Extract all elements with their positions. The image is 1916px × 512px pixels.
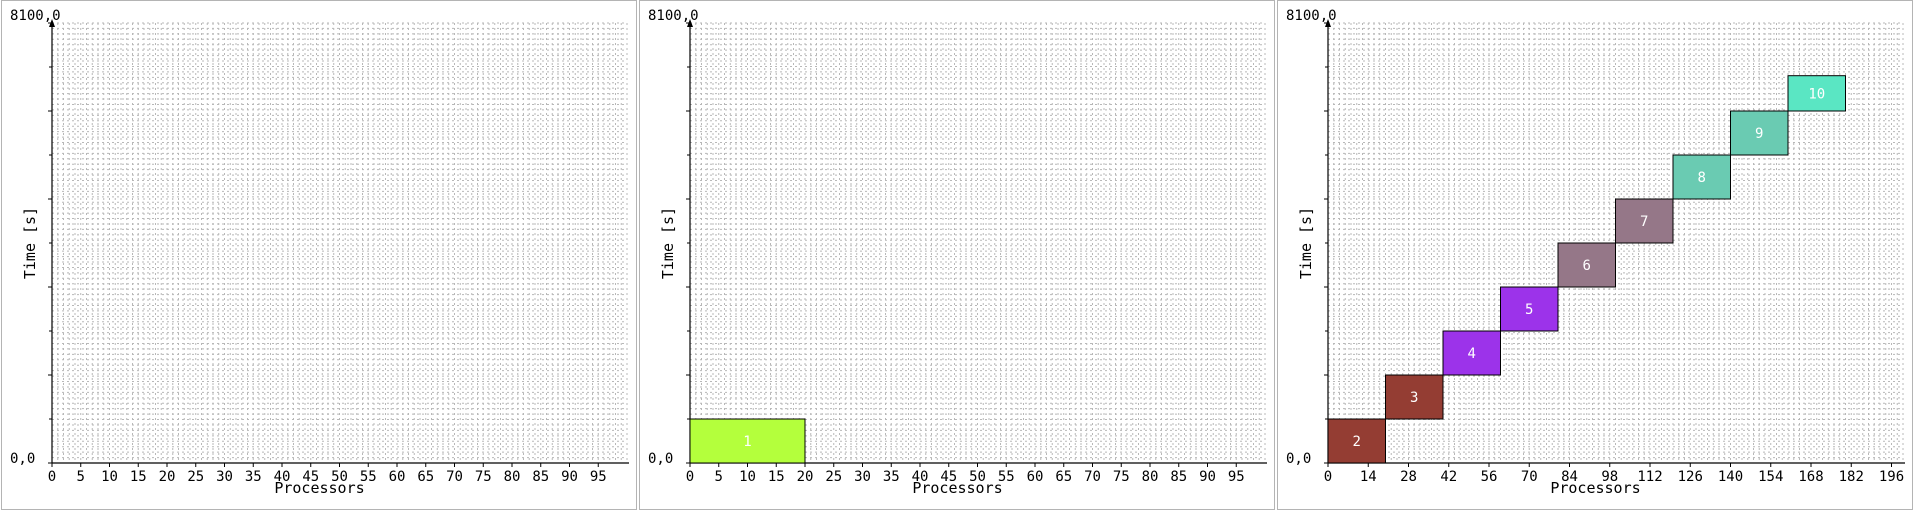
y-axis-title: Time [s] [659,207,677,279]
x-tick-label: 5 [715,469,723,485]
job-label: 2 [1353,434,1361,450]
x-tick-label: 28 [1400,469,1417,485]
x-tick-label: 56 [1481,469,1498,485]
x-axis-title: Processors [1550,479,1640,497]
y-max-label: 8100,0 [10,8,61,24]
job-rect [689,418,806,464]
job-label: 6 [1583,258,1591,274]
y-axis-title: Time [s] [21,207,39,279]
x-tick-label: 15 [768,469,785,485]
job-label: 3 [1410,390,1418,406]
job-rect [1672,154,1731,200]
x-tick-label: 90 [561,469,578,485]
x-tick-label: 70 [1521,469,1538,485]
y-max-label: 8100,0 [1286,8,1337,24]
x-tick-label: 42 [1440,469,1457,485]
x-tick-label: 65 [1055,469,1072,485]
x-axis-title: Processors [912,479,1002,497]
x-tick-label: 126 [1678,469,1703,485]
grid [52,22,628,463]
x-tick-label: 196 [1879,469,1904,485]
job-label: 4 [1468,346,1476,362]
x-tick-label: 98 [1601,469,1618,485]
x-tick-label: 30 [854,469,871,485]
x-tick-label: 50 [969,469,986,485]
x-tick-label: 75 [1113,469,1130,485]
job-rect [1787,75,1846,112]
x-tick-label: 85 [1170,469,1187,485]
x-tick-label: 45 [940,469,957,485]
job-label: 8 [1698,170,1706,186]
x-tick-label: 85 [532,469,549,485]
x-tick-label: 20 [159,469,176,485]
y-min-label: 0,0 [648,451,673,467]
job-label: 9 [1755,126,1763,142]
x-tick-label: 60 [1027,469,1044,485]
x-tick-label: 70 [1084,469,1101,485]
x-tick-label: 80 [504,469,521,485]
x-tick-label: 95 [590,469,607,485]
job-rect [1557,242,1616,288]
job-rect [1385,374,1444,420]
chart-panel-1: 0 5 10 15 20 25 30 35 40 45 50 55 60 65 70 75 80 85 90 95 81… [1,0,637,510]
x-axis-title: Processors [274,479,364,497]
x-tick-label: 75 [475,469,492,485]
x-tick-label: 80 [1142,469,1159,485]
x-tick-label: 140 [1718,469,1743,485]
job-label: 1 [743,434,751,450]
y-min-label: 0,0 [1286,451,1311,467]
x-tick-label: 182 [1839,469,1864,485]
x-tick-label: 0 [48,469,56,485]
x-tick-label: 14 [1360,469,1377,485]
job-rect [1327,418,1386,464]
chart-svg-2: 0 5 10 15 20 25 30 35 40 45 50 55 60 65 70 75 80 85 90 95 81… [648,8,1267,497]
chart-svg-1: 0 5 10 15 20 25 30 35 40 45 50 55 60 65 70 75 80 85 90 95 81… [10,8,629,497]
job-label: 7 [1640,214,1648,230]
y-min-label: 0,0 [10,451,35,467]
chart-svg-3: 0 14 28 42 56 70 84 98 112 126 140 154 168 182 1968100… [1286,8,1905,497]
y-max-label: 8100,0 [648,8,699,24]
x-tick-label: 168 [1798,469,1823,485]
job-rect [1442,330,1501,376]
x-tick-label: 50 [331,469,348,485]
x-tick-label: 60 [389,469,406,485]
x-tick-label: 35 [883,469,900,485]
x-tick-label: 35 [245,469,262,485]
job-rect [1730,110,1789,156]
job-label: 10 [1808,86,1825,102]
chart-panel-3: 0 14 28 42 56 70 84 98 112 126 140 154 168 182 196 8100… [1277,0,1913,510]
x-tick-label: 0 [686,469,694,485]
x-tick-label: 25 [187,469,204,485]
job-label: 5 [1525,302,1533,318]
x-tick-label: 10 [101,469,118,485]
x-tick-label: 15 [130,469,147,485]
x-tick-label: 45 [302,469,319,485]
x-tick-label: 84 [1561,469,1578,485]
x-tick-label: 30 [216,469,233,485]
x-tick-label: 65 [417,469,434,485]
x-tick-label: 20 [797,469,814,485]
chart-panel-2: 0 5 10 15 20 25 30 35 40 45 50 55 60 65 70 75 80 85 90 95 81… [639,0,1275,510]
x-tick-label: 5 [77,469,85,485]
x-tick-label: 90 [1199,469,1216,485]
x-tick-label: 70 [446,469,463,485]
job-rect [1615,198,1674,244]
job-rect [1500,286,1559,332]
x-tick-label: 40 [912,469,929,485]
x-tick-label: 0 [1324,469,1332,485]
x-tick-label: 10 [739,469,756,485]
x-tick-label: 40 [274,469,291,485]
grid [690,22,1266,463]
x-tick-label: 112 [1637,469,1662,485]
x-tick-label: 95 [1228,469,1245,485]
y-axis-title: Time [s] [1297,207,1315,279]
x-tick-label: 55 [360,469,377,485]
x-tick-label: 55 [998,469,1015,485]
x-tick-label: 154 [1758,469,1783,485]
x-tick-label: 25 [825,469,842,485]
